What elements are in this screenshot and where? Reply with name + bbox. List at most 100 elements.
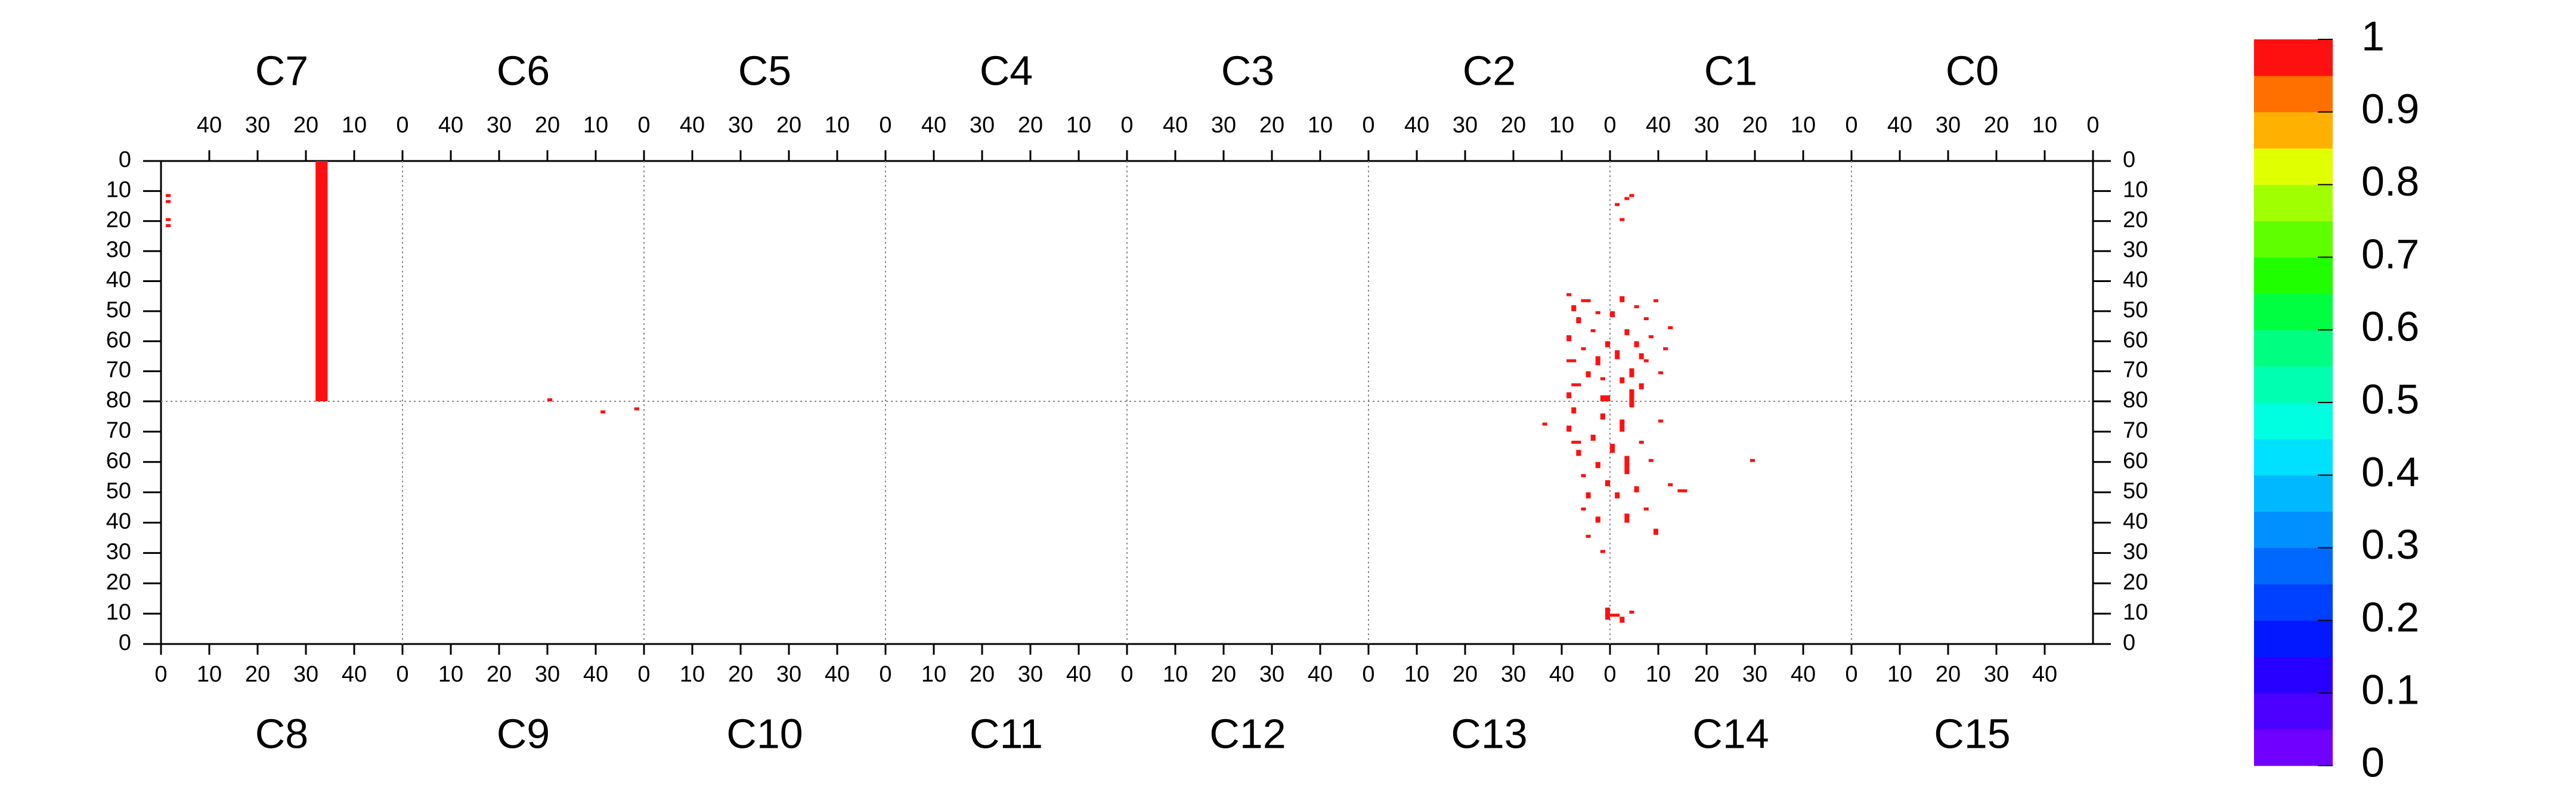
x-tick-label: 10 <box>1066 113 1091 138</box>
x-tick-label: 0 <box>637 113 650 138</box>
x-tick-label: 40 <box>2032 662 2057 687</box>
colorbar-label: 0.8 <box>2361 158 2419 205</box>
heat-cell <box>1639 441 1644 444</box>
heat-cell <box>1571 441 1581 444</box>
x-tick-label: 0 <box>1603 662 1616 687</box>
x-tick-label: 20 <box>970 662 995 687</box>
section-label: C6 <box>497 47 550 94</box>
heat-cell <box>547 398 553 401</box>
heat-cell <box>1595 356 1600 366</box>
section-label: C5 <box>738 47 791 94</box>
color-band <box>2254 184 2333 221</box>
x-tick-label: 20 <box>1501 113 1526 138</box>
heat-cell <box>1648 335 1654 339</box>
section-label: C12 <box>1209 710 1286 757</box>
x-tick-label: 0 <box>879 662 891 687</box>
heat-cell <box>1629 401 1634 408</box>
heat-cell <box>1581 507 1586 511</box>
x-tick-label: 40 <box>583 662 608 687</box>
y-tick-label: 30 <box>106 237 131 262</box>
heat-cell <box>166 224 171 227</box>
heat-cell <box>1600 395 1610 401</box>
heat-cell <box>634 407 639 411</box>
heat-cell <box>1624 456 1630 475</box>
heat-cell <box>1566 425 1572 432</box>
x-tick-label: 40 <box>438 113 463 138</box>
x-tick-label: 40 <box>1887 113 1912 138</box>
x-tick-label: 30 <box>1018 662 1043 687</box>
heat-cell <box>166 194 171 197</box>
color-band <box>2254 657 2333 693</box>
x-tick-label: 40 <box>342 662 367 687</box>
x-tick-label: 40 <box>825 662 850 687</box>
color-band <box>2254 729 2333 766</box>
heat-cell <box>1624 513 1630 523</box>
color-band <box>2254 75 2333 113</box>
x-tick-label: 10 <box>342 113 367 138</box>
heat-cell <box>1581 474 1586 478</box>
y-tick-label-right: 0 <box>2123 630 2135 655</box>
x-tick-label: 20 <box>1742 113 1767 138</box>
color-band <box>2254 112 2333 149</box>
heat-cell <box>1639 353 1644 360</box>
y-tick-label: 60 <box>106 448 131 473</box>
x-tick-label: 30 <box>1742 662 1767 687</box>
color-band <box>2254 221 2333 258</box>
x-tick-label: 10 <box>2032 113 2057 138</box>
x-tick-label: 10 <box>1163 662 1188 687</box>
heat-cell <box>1600 377 1605 380</box>
x-tick-label: 40 <box>1308 662 1333 687</box>
section-label: C4 <box>980 47 1033 94</box>
heat-cell <box>1629 368 1634 377</box>
x-tick-label: 0 <box>396 113 408 138</box>
x-tick-label: 10 <box>1887 662 1912 687</box>
y-tick-label: 80 <box>106 388 131 413</box>
x-tick-label: 0 <box>2086 113 2099 138</box>
x-tick-label: 0 <box>396 662 408 687</box>
heat-cell <box>1610 444 1615 453</box>
x-tick-label: 30 <box>535 662 560 687</box>
heat-cell <box>1643 317 1649 320</box>
x-tick-label: 20 <box>1211 662 1236 687</box>
x-tick-label: 20 <box>1984 113 2009 138</box>
y-tick-label-right: 40 <box>2123 509 2148 534</box>
heat-cell <box>1610 614 1620 617</box>
y-tick-label: 0 <box>119 630 131 655</box>
x-tick-label: 10 <box>680 662 705 687</box>
color-band <box>2254 511 2333 549</box>
colorbar-label: 0.9 <box>2361 85 2419 132</box>
heat-cell <box>1620 419 1625 432</box>
section-label: C1 <box>1704 47 1757 94</box>
heat-cell <box>1595 516 1600 523</box>
heat-cell <box>1600 550 1605 553</box>
x-tick-label: 40 <box>1646 113 1671 138</box>
x-tick-label: 40 <box>921 113 946 138</box>
heat-cell <box>1542 422 1547 426</box>
y-tick-label: 0 <box>119 147 131 172</box>
heat-cell <box>1586 371 1591 377</box>
heat-cell <box>1750 459 1755 462</box>
y-tick-label-right: 40 <box>2123 268 2148 293</box>
heat-cell <box>1668 326 1673 330</box>
x-tick-label: 30 <box>776 662 801 687</box>
x-tick-label: 30 <box>1984 662 2009 687</box>
heat-cell <box>1634 341 1639 348</box>
heat-cell <box>1658 371 1664 374</box>
colorbar-label: 0 <box>2361 739 2385 785</box>
y-tick-label: 10 <box>106 177 131 202</box>
y-tick-label-right: 70 <box>2123 418 2148 443</box>
x-tick-label: 40 <box>1791 662 1816 687</box>
heat-cell <box>1620 296 1625 302</box>
heat-cell <box>1653 528 1658 535</box>
colorbar-label: 0.6 <box>2361 304 2419 350</box>
color-band <box>2254 148 2333 185</box>
colorbar-label: 0.2 <box>2361 594 2419 640</box>
colorbar-label: 0.3 <box>2361 521 2419 568</box>
section-label: C8 <box>255 710 308 757</box>
x-tick-label: 10 <box>583 113 608 138</box>
heat-cell <box>1571 305 1577 311</box>
heat-cell <box>1663 347 1668 351</box>
x-tick-label: 20 <box>1453 662 1478 687</box>
section-label: C0 <box>1946 47 1999 94</box>
x-tick-label: 20 <box>728 662 753 687</box>
